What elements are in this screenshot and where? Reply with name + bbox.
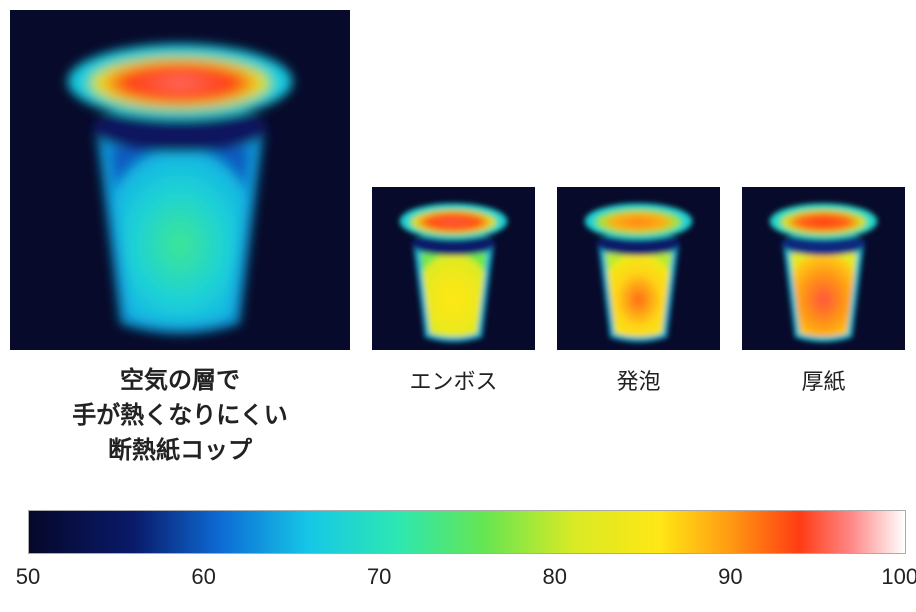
- thermal-image-foam: [557, 187, 720, 350]
- label-air-layer: 空気の層で手が熱くなりにくい断熱紙コップ: [10, 364, 350, 468]
- legend-gradient-bar: [28, 510, 906, 554]
- thermal-images-row: [10, 10, 906, 350]
- labels-row: 空気の層で手が熱くなりにくい断熱紙コップエンボス発泡厚紙: [10, 364, 906, 468]
- thermal-image-emboss: [372, 187, 535, 350]
- thermal-image-thick: [742, 187, 905, 350]
- label-foam: 発泡: [557, 364, 720, 396]
- thermal-image-air-layer: [10, 10, 350, 350]
- label-emboss: エンボス: [372, 364, 535, 396]
- color-legend: 5060708090100 (℃): [28, 510, 906, 594]
- legend-ticks: 5060708090100 (℃): [28, 564, 906, 594]
- label-thick: 厚紙: [742, 364, 905, 396]
